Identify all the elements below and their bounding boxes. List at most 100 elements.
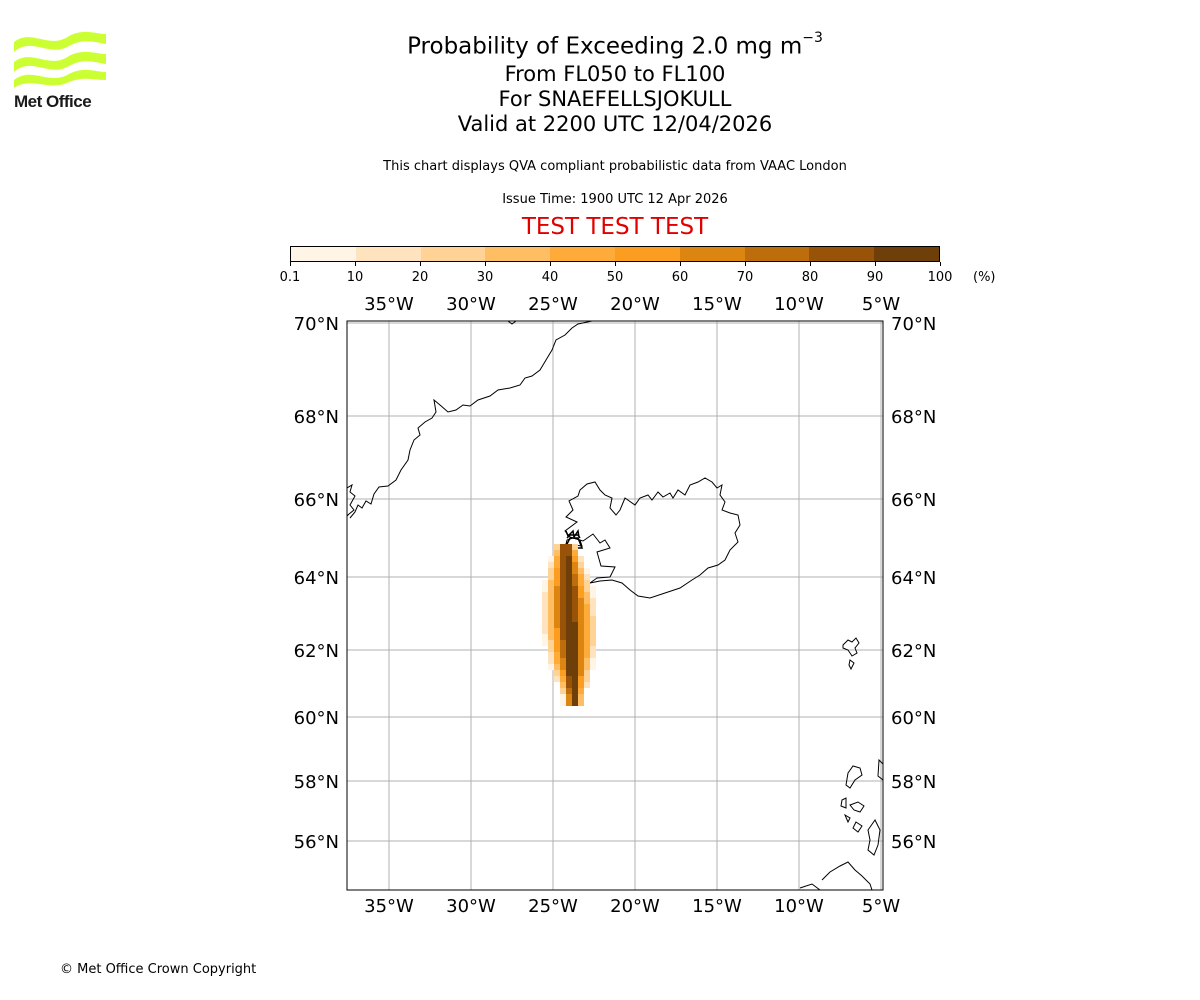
plume-cell <box>560 646 566 652</box>
lat-label-right: 70°N <box>891 314 936 335</box>
plume-cell <box>584 676 590 682</box>
plume-cell <box>566 544 572 550</box>
plume-cell <box>572 610 578 616</box>
colorbar-segment-9 <box>874 247 939 261</box>
plume-cell <box>566 640 572 646</box>
plume-cell <box>566 682 572 688</box>
plume-cell <box>560 670 566 676</box>
plume-cell <box>554 640 560 646</box>
plume-cell <box>572 544 578 550</box>
plume-cell <box>590 628 596 634</box>
plume-cell <box>554 646 560 652</box>
plume-cell <box>572 604 578 610</box>
lat-label-right: 60°N <box>891 708 936 729</box>
issue-time: Issue Time: 1900 UTC 12 Apr 2026 <box>502 192 728 207</box>
plume-cell <box>566 562 572 568</box>
lat-label-right: 68°N <box>891 407 936 428</box>
plume-cell <box>566 670 572 676</box>
plume-cell <box>566 700 572 706</box>
plume-cell <box>560 556 566 562</box>
plume-cell <box>572 634 578 640</box>
colorbar-tick <box>744 262 746 266</box>
plume-cell <box>578 646 584 652</box>
colorbar-segment-6 <box>679 247 745 261</box>
plume-cell <box>578 700 584 706</box>
plume-cell <box>560 688 566 694</box>
lon-label-top: 15°W <box>692 294 742 315</box>
colorbar-segment-2 <box>420 247 486 261</box>
plume-cell <box>566 688 572 694</box>
plume-cell <box>566 694 572 700</box>
plume-cell <box>584 646 590 652</box>
plume-cell <box>560 562 566 568</box>
lon-label-bottom: 5°W <box>862 896 900 917</box>
plume-cell <box>572 646 578 652</box>
graticule <box>347 321 883 890</box>
plume-cell <box>566 652 572 658</box>
plume-cell <box>542 580 548 586</box>
lon-label-top: 20°W <box>610 294 660 315</box>
plume-cell <box>554 550 560 556</box>
plume-cell <box>578 592 584 598</box>
lat-label-left: 62°N <box>294 641 339 662</box>
plume-cell <box>566 622 572 628</box>
plume-cell <box>542 640 548 646</box>
plume-cell <box>548 568 554 574</box>
plume-cell <box>584 616 590 622</box>
map-frame <box>346 320 884 891</box>
plume-cell <box>548 640 554 646</box>
plume-cell <box>566 586 572 592</box>
plume-cell <box>554 580 560 586</box>
plume-cell <box>542 604 548 610</box>
plume-cell <box>584 682 590 688</box>
plume-cell <box>554 676 560 682</box>
plume-cell <box>590 664 596 670</box>
colorbar-tick <box>874 262 876 266</box>
plume-cell <box>572 562 578 568</box>
title-exponent: −3 <box>802 30 823 46</box>
plume-cell <box>560 658 566 664</box>
plume-cell <box>548 658 554 664</box>
plume-cell <box>560 592 566 598</box>
plume-cell <box>566 550 572 556</box>
plume-cell <box>548 574 554 580</box>
lat-label-right: 66°N <box>891 490 936 511</box>
plume-cell <box>590 616 596 622</box>
plume-cell <box>560 550 566 556</box>
plume-cell <box>590 598 596 604</box>
plume-cell <box>566 634 572 640</box>
colorbar <box>290 246 940 262</box>
plume-cell <box>572 574 578 580</box>
chart-title: Probability of Exceeding 2.0 mg m−3 <box>315 26 915 62</box>
plume-cell <box>590 592 596 598</box>
colorbar-segment-7 <box>744 247 810 261</box>
plume-cell <box>572 598 578 604</box>
plume-cell <box>560 574 566 580</box>
plume-cell <box>554 586 560 592</box>
colorbar-segment-4 <box>550 247 615 261</box>
plume-cell <box>578 622 584 628</box>
plume-cell <box>590 610 596 616</box>
plume-cell <box>554 598 560 604</box>
plume-cell <box>542 616 548 622</box>
plume-cell <box>566 676 572 682</box>
plume-cell <box>560 610 566 616</box>
plume-cell <box>548 592 554 598</box>
valid-time: Valid at 2200 UTC 12/04/2026 <box>457 111 773 136</box>
plume-cell <box>578 586 584 592</box>
colorbar-unit: (%) <box>973 270 996 285</box>
colorbar-segment-3 <box>485 247 551 261</box>
colorbar-tick-label: 80 <box>801 270 819 285</box>
plume-cell <box>560 568 566 574</box>
title-main: Probability of Exceeding 2.0 mg m <box>407 33 803 60</box>
plume-cell <box>584 628 590 634</box>
plume-cell <box>578 610 584 616</box>
lat-label-left: 64°N <box>294 568 339 589</box>
lat-label-right: 56°N <box>891 832 936 853</box>
plume-cell <box>566 580 572 586</box>
plume-cell <box>584 586 590 592</box>
plume-cell <box>548 604 554 610</box>
colorbar-tick <box>484 262 486 266</box>
plume-cell <box>548 664 554 670</box>
plume-cell <box>584 658 590 664</box>
